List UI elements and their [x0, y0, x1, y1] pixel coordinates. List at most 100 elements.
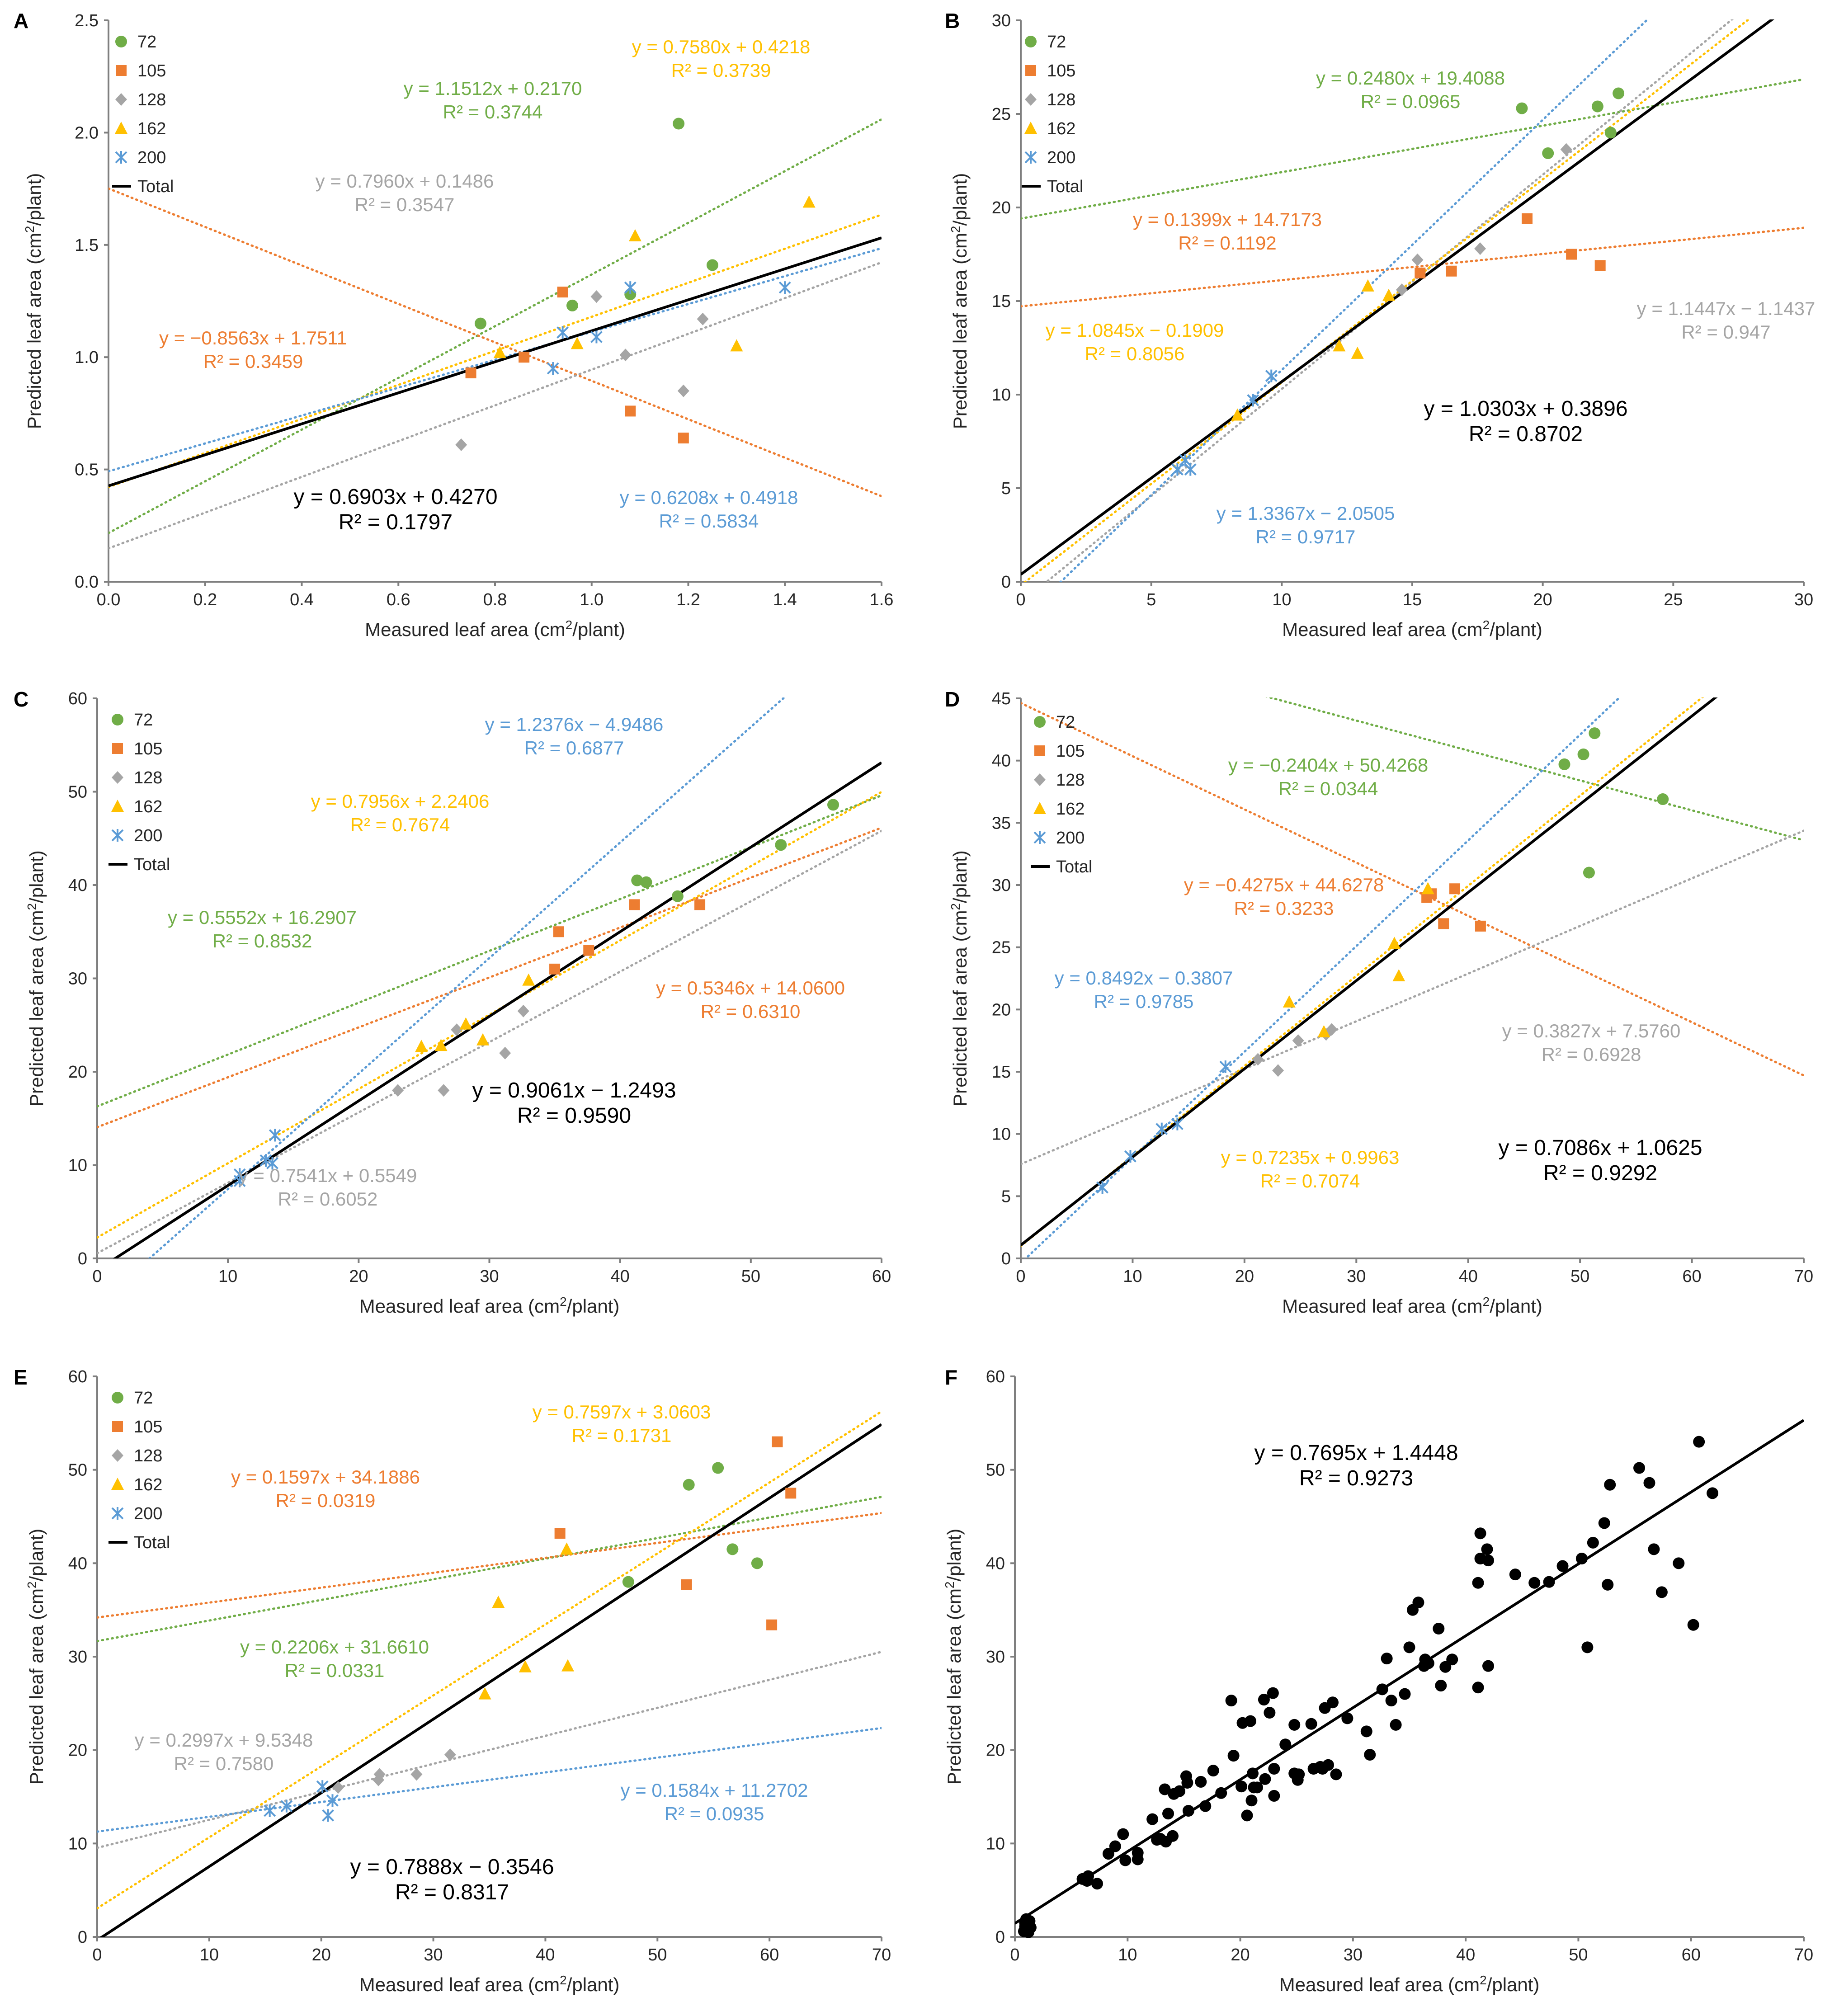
data-point-All — [1102, 1848, 1114, 1860]
data-point-162 — [415, 1040, 428, 1052]
x-tick-label: 0 — [1010, 1945, 1019, 1964]
data-point-All — [1195, 1776, 1207, 1788]
legend-label: 200 — [137, 148, 166, 167]
trendlines — [108, 118, 882, 550]
legend-label: 105 — [1047, 61, 1075, 80]
trendlines — [97, 697, 882, 1258]
y-tick-label: 0.5 — [75, 461, 99, 480]
data-point-162 — [476, 1033, 490, 1046]
legend: 72 105 128 162 200 Total — [108, 1389, 170, 1552]
trendline-128 — [97, 829, 882, 1255]
data-point-162 — [1351, 346, 1364, 359]
panel-letter: C — [14, 688, 28, 711]
data-point-128 — [451, 1023, 463, 1036]
equation-total: y = 0.7888x − 0.3546 — [350, 1855, 554, 1879]
trendline-162 — [108, 213, 882, 488]
x-tick-label: 0.0 — [97, 590, 121, 609]
y-tick-label: 20 — [992, 198, 1011, 217]
data-point-200 — [259, 1154, 272, 1167]
trendline-72 — [97, 1496, 882, 1643]
data-point-128 — [677, 384, 689, 397]
equation-128: y = 0.2997x + 9.5348 — [135, 1729, 313, 1751]
trendline-200 — [1024, 697, 1621, 1258]
y-tick-label: 50 — [986, 1461, 1005, 1480]
data-point-105 — [681, 1579, 692, 1590]
legend-swatch-72 — [115, 36, 127, 47]
y-tick-label: 20 — [68, 1063, 87, 1082]
legend-swatch-162 — [1024, 122, 1037, 134]
data-point-162 — [1317, 1025, 1330, 1037]
y-tick-label: 60 — [68, 1367, 87, 1386]
data-point-72 — [622, 1576, 634, 1588]
legend: 72 105 128 162 200 Total — [1031, 713, 1092, 876]
data-point-162 — [802, 195, 816, 208]
legend-swatch-105 — [112, 743, 123, 754]
data-point-105 — [554, 1528, 566, 1539]
legend-swatch-128 — [115, 93, 127, 106]
data-point-200 — [280, 1799, 293, 1813]
data-point-All — [1390, 1719, 1402, 1731]
legend-label: Total — [137, 177, 174, 196]
r-squared-162: R² = 0.8056 — [1085, 343, 1185, 364]
equation-total: y = 0.7695x + 1.4448 — [1254, 1441, 1458, 1465]
legend-swatch-105 — [1025, 65, 1036, 76]
data-point-105 — [772, 1436, 783, 1447]
data-point-72 — [631, 874, 643, 886]
data-point-72 — [1516, 102, 1528, 114]
data-point-72 — [827, 799, 839, 811]
data-point-All — [1117, 1828, 1129, 1840]
legend-swatch-200 — [111, 1507, 124, 1520]
legend-label: 105 — [137, 61, 166, 80]
data-point-162 — [1231, 408, 1244, 421]
x-axis-title: Measured leaf area (cm2/plant) — [1279, 1973, 1540, 1996]
legend-swatch-162 — [111, 800, 124, 812]
data-point-128 — [410, 1768, 423, 1781]
legend-label: 162 — [134, 797, 162, 816]
x-tick-label: 25 — [1664, 590, 1683, 609]
data-point-All — [1446, 1653, 1458, 1666]
data-point-All — [1482, 1660, 1494, 1672]
data-point-72 — [1577, 748, 1589, 760]
trendline-72 — [1265, 697, 1804, 842]
equation-128: y = 1.1447x − 1.1437 — [1637, 298, 1816, 319]
data-point-All — [1598, 1517, 1610, 1529]
legend-label: 72 — [1047, 33, 1066, 52]
trendline-total — [1015, 1419, 1804, 1925]
y-tick-label: 0 — [1001, 1249, 1011, 1268]
series-128 — [1252, 1023, 1338, 1077]
data-point-All — [1474, 1527, 1486, 1540]
equation-total: y = 1.0303x + 0.3896 — [1424, 397, 1627, 421]
data-point-128 — [1396, 283, 1408, 297]
data-point-All — [1293, 1768, 1305, 1780]
trendlines — [1015, 1419, 1804, 1925]
data-point-72 — [1613, 87, 1625, 99]
y-tick-label: 35 — [992, 814, 1011, 833]
data-point-128 — [373, 1768, 386, 1781]
equation-200: y = 0.1584x + 11.2702 — [621, 1780, 808, 1801]
trendline-128 — [97, 1650, 882, 1849]
r-squared-total: R² = 0.9273 — [1299, 1466, 1413, 1490]
y-tick-label: 40 — [986, 1554, 1005, 1573]
series-200 — [1096, 1060, 1232, 1194]
data-point-200 — [547, 362, 559, 375]
data-point-All — [1215, 1787, 1227, 1799]
data-point-162 — [522, 973, 535, 986]
x-tick-label: 60 — [1682, 1267, 1701, 1286]
data-point-105 — [553, 926, 564, 937]
r-squared-105: R² = 0.6310 — [701, 1001, 801, 1022]
panel-e: E 0 10 20 30 40 50 60 70 0 10 20 30 40 50 60 Measured le… — [14, 1366, 891, 1995]
r-squared-128: R² = 0.6928 — [1542, 1044, 1641, 1065]
data-point-All — [1575, 1553, 1588, 1564]
data-point-128 — [455, 438, 467, 451]
data-point-105 — [629, 899, 640, 910]
data-point-All — [1305, 1718, 1317, 1730]
data-point-200 — [1155, 1122, 1168, 1135]
trendline-total — [1021, 19, 1774, 576]
y-tick-label: 10 — [68, 1156, 87, 1175]
data-point-128 — [499, 1046, 511, 1060]
series-128 — [455, 290, 709, 451]
x-axis-title: Measured leaf area (cm2/plant) — [359, 1295, 620, 1317]
data-point-128 — [1272, 1064, 1284, 1077]
equation-72: y = 1.1512x + 0.2170 — [404, 78, 582, 99]
equation-105: y = 0.1399x + 14.7173 — [1133, 209, 1322, 230]
